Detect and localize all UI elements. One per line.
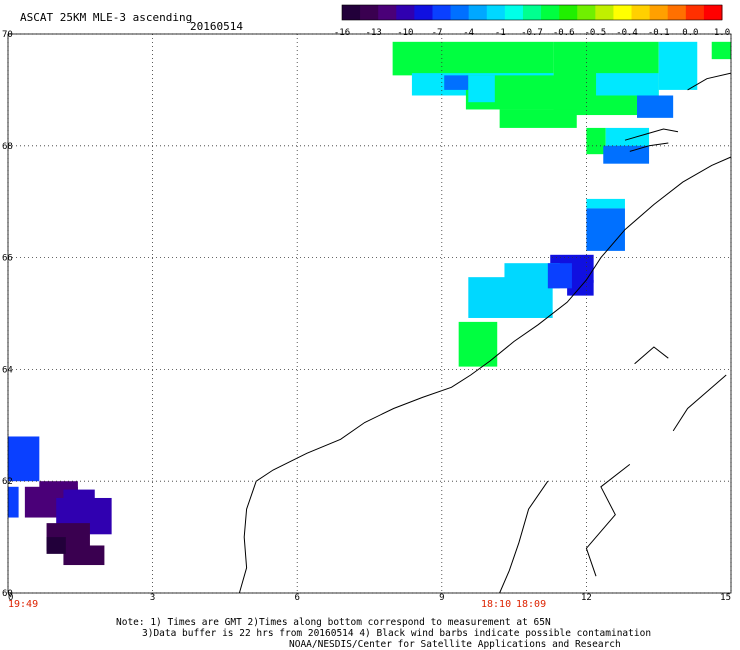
coastline-segment	[499, 480, 549, 594]
coastline-segment	[624, 128, 679, 141]
coastline-segment	[634, 346, 669, 365]
longitude-label: 6	[294, 593, 299, 603]
map-title: ASCAT 25KM MLE-3 ascending	[20, 11, 192, 24]
longitude-labels: 0 3 6 9 12 15	[8, 593, 731, 603]
latitude-label: 68	[2, 142, 13, 152]
colorbar: -16 -13 -10 -7 -4 -1 -0.7 -0.6 -0.5 -0.4 -0.1 0.0 1.…	[334, 4, 730, 38]
latitude-label: 64	[2, 365, 13, 375]
coastline-segment	[238, 156, 732, 594]
latitude-labels: 70 68 66 64 62 60	[2, 30, 13, 599]
latitude-label: 62	[2, 477, 13, 487]
wind-cell	[8, 436, 40, 482]
wind-cell	[63, 545, 105, 566]
note-line-2: 3)Data buffer is 22 hrs from 20160514 4)…	[142, 628, 651, 639]
wind-cell	[46, 537, 66, 554]
colorbar-swatch	[577, 5, 596, 20]
colorbar-tick-label: -0.7	[521, 28, 543, 38]
wind-cell	[605, 127, 650, 149]
wind-cell	[39, 481, 78, 490]
longitude-label: 12	[581, 593, 592, 603]
colorbar-tick-label: -16	[334, 28, 350, 38]
colorbar-swatch	[522, 5, 542, 20]
colorbar-tick-label: 1.0	[714, 28, 730, 38]
colorbar-tick-label: -1	[495, 28, 506, 38]
coastline	[238, 72, 732, 594]
longitude-label: 0	[8, 593, 13, 603]
colorbar-tick-label: -0.6	[553, 28, 575, 38]
colorbar-swatch	[613, 5, 633, 20]
longitude-label: 9	[439, 593, 444, 603]
note-line-1: Note: 1) Times are GMT 2)Times along bot…	[116, 617, 551, 628]
coastline-segment	[629, 142, 669, 152]
time-label-mid1: 18:10	[481, 599, 511, 610]
colorbar-tick-label: -4	[463, 28, 474, 38]
colorbar-frame	[341, 4, 723, 21]
coastline-segment	[672, 374, 727, 432]
wind-cell	[586, 198, 625, 209]
longitude-label: 3	[150, 593, 155, 603]
colorbar-swatch	[414, 5, 433, 20]
map-date: 20160514	[190, 20, 243, 33]
wind-cell	[586, 127, 606, 155]
wind-cell	[499, 109, 577, 128]
latitude-label: 66	[2, 254, 13, 264]
note-line-3: NOAA/NESDIS/Center for Satellite Applica…	[289, 639, 621, 650]
map-frame	[7, 33, 732, 594]
colorbar-tick-label: 0.0	[682, 28, 698, 38]
colorbar-swatch	[378, 5, 397, 20]
colorbar-swatch	[667, 5, 687, 20]
colorbar-swatch	[360, 5, 379, 20]
wind-cell	[637, 95, 674, 118]
colorbar-swatch	[432, 5, 452, 20]
wind-cell	[392, 41, 554, 76]
colorbar-swatch	[504, 5, 524, 20]
wind-cell	[711, 41, 731, 60]
colorbar-swatch	[396, 5, 415, 20]
latitude-label: 70	[2, 30, 13, 40]
wind-cell	[567, 279, 594, 296]
colorbar-swatch	[450, 5, 470, 20]
colorbar-tick-label: -0.1	[648, 28, 670, 38]
time-label-mid2: 18:09	[516, 599, 546, 610]
wind-cell	[586, 208, 625, 251]
colorbar-swatch	[595, 5, 614, 20]
colorbar-swatch	[703, 5, 723, 20]
wind-cell	[444, 75, 469, 90]
colorbar-swatch	[342, 5, 361, 20]
wind-cell	[596, 73, 659, 96]
colorbar-tick-label: -0.4	[616, 28, 638, 38]
coastline-segment	[687, 72, 732, 91]
colorbar-swatch	[559, 5, 578, 20]
wind-cell	[468, 75, 495, 103]
data-cells	[8, 41, 731, 566]
time-label-left: 19:49	[8, 599, 38, 610]
colorbar-swatch	[685, 5, 705, 20]
colorbar-swatch	[649, 5, 669, 20]
colorbar-swatch	[541, 5, 560, 20]
colorbar-swatch	[468, 5, 488, 20]
wind-cell	[603, 145, 650, 164]
colorbar-swatch	[631, 5, 651, 20]
wind-cell	[468, 277, 553, 318]
latitude-label: 60	[2, 589, 13, 599]
colorbar-tick-label: -7	[432, 28, 443, 38]
colorbar-tick-label: -10	[397, 28, 413, 38]
wind-cell	[547, 263, 572, 289]
colorbar-swatch	[486, 5, 506, 20]
wind-cell	[458, 321, 498, 367]
colorbar-tick-label: -13	[366, 28, 382, 38]
wind-cell	[8, 486, 19, 518]
colorbar-tick-label: -0.5	[584, 28, 606, 38]
wind-cell	[658, 41, 698, 90]
longitude-label: 15	[720, 593, 731, 603]
coastline-segment	[585, 464, 631, 577]
